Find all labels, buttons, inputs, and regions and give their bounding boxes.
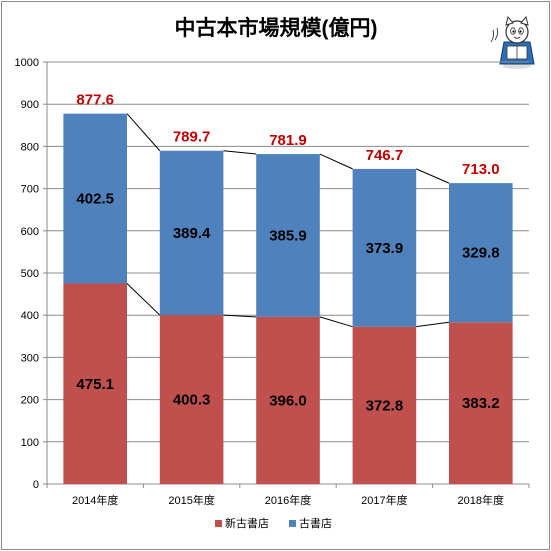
series-line xyxy=(223,151,256,154)
bars xyxy=(63,114,512,484)
x-category-label: 2018年度 xyxy=(458,493,504,507)
x-category-label: 2015年度 xyxy=(168,493,214,507)
legend-swatch-shinkosho xyxy=(215,520,222,527)
y-tick-label: 1000 xyxy=(15,57,39,69)
legend-swatch-kosho xyxy=(289,520,296,527)
y-tick-label: 900 xyxy=(21,99,39,111)
x-category-label: 2014年度 xyxy=(72,493,118,507)
y-tick-label: 800 xyxy=(21,141,39,153)
x-axis-category-labels: 2014年度 2015年度 2016年度 2017年度 2018年度 xyxy=(72,493,504,507)
y-tick-label: 300 xyxy=(21,352,39,364)
y-tick-label: 200 xyxy=(21,395,39,407)
y-tick-label: 500 xyxy=(21,268,39,280)
total-label: 877.6 xyxy=(76,92,114,109)
legend-label-shinkosho: 新古書店 xyxy=(225,516,269,530)
series-line xyxy=(416,169,449,183)
total-label: 713.0 xyxy=(462,161,500,178)
series-line xyxy=(320,154,353,169)
y-axis-tick-labels: 0 100 200 300 400 500 600 700 800 900 1000 xyxy=(15,57,39,491)
total-label: 781.9 xyxy=(269,132,307,149)
segment-label: 402.5 xyxy=(76,191,114,208)
legend: 新古書店 古書店 xyxy=(215,516,332,530)
segment-label: 400.3 xyxy=(173,392,211,409)
y-tick-label: 100 xyxy=(21,437,39,449)
segment-label: 389.4 xyxy=(173,225,211,242)
y-tick-label: 0 xyxy=(33,479,39,491)
total-label: 789.7 xyxy=(173,129,211,146)
y-tick-label: 700 xyxy=(21,184,39,196)
segment-label: 373.9 xyxy=(366,240,404,257)
y-tick-label: 600 xyxy=(21,226,39,238)
chart-title: 中古本市場規模(億円) xyxy=(175,16,378,40)
segment-label: 475.1 xyxy=(76,376,114,393)
segment-label: 329.8 xyxy=(462,245,500,262)
segment-label: 383.2 xyxy=(462,395,500,412)
series-line xyxy=(416,322,449,326)
series-line xyxy=(320,317,353,327)
total-label: 746.7 xyxy=(366,147,404,164)
segment-label: 396.0 xyxy=(269,392,307,409)
mascot-reading-icon xyxy=(491,17,534,69)
segment-label: 385.9 xyxy=(269,227,307,244)
series-line xyxy=(127,284,160,316)
series-line xyxy=(127,114,160,151)
x-category-label: 2017年度 xyxy=(361,493,407,507)
y-tick-label: 400 xyxy=(21,310,39,322)
segment-label: 372.8 xyxy=(366,397,404,414)
legend-label-kosho: 古書店 xyxy=(299,516,332,530)
x-category-label: 2016年度 xyxy=(265,493,311,507)
